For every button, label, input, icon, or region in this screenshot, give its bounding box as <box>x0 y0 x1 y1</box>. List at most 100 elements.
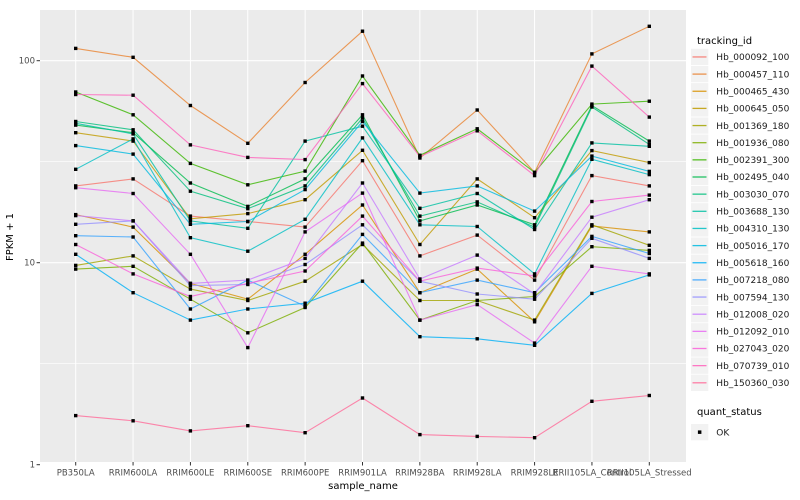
data-point <box>532 209 537 213</box>
quant-status-label: OK <box>716 428 730 438</box>
data-point <box>303 269 307 273</box>
data-point <box>475 434 479 439</box>
data-point <box>188 294 193 299</box>
data-point <box>74 92 78 97</box>
tracking-id-legend-title: tracking_id <box>697 36 752 47</box>
data-point <box>246 219 250 224</box>
data-point <box>418 191 422 195</box>
data-point <box>532 343 537 347</box>
data-point <box>303 256 307 261</box>
data-point <box>131 132 135 136</box>
data-point <box>303 262 307 267</box>
legend-label: Hb_150360_030 <box>716 379 789 389</box>
data-point <box>532 227 537 232</box>
data-point <box>475 129 479 133</box>
data-point <box>647 272 651 276</box>
data-point <box>74 46 78 51</box>
data-point <box>246 141 250 145</box>
data-point <box>475 191 479 196</box>
data-point <box>532 216 537 220</box>
data-point <box>188 307 193 311</box>
data-point <box>590 64 594 68</box>
data-point <box>360 124 365 128</box>
data-point <box>360 29 365 33</box>
data-point <box>475 233 479 237</box>
x-axis-title: sample_name <box>328 481 398 492</box>
legend-item-Hb_003688_130: Hb_003688_130 <box>691 203 790 220</box>
data-point <box>647 142 651 147</box>
data-point <box>188 222 193 226</box>
legend-item-Hb_001369_180: Hb_001369_180 <box>691 117 790 134</box>
data-point <box>131 55 135 59</box>
legend-item-Hb_150360_030: Hb_150360_030 <box>691 374 790 391</box>
quant-status-legend-title: quant_status <box>697 407 762 418</box>
data-point <box>647 160 651 165</box>
data-point <box>647 393 651 398</box>
y-tick-label: 10 <box>24 259 35 269</box>
data-point <box>590 399 594 403</box>
x-tick-labels: PB350LA RRIM600LA RRIM600LE RRIM600SE RRIM60… <box>57 469 692 479</box>
x-tick-label: RRIM600PE <box>281 469 329 479</box>
legend-item-Hb_012008_020: Hb_012008_020 <box>691 306 790 323</box>
data-point <box>188 283 193 288</box>
legend-item-Hb_000092_100: Hb_000092_100 <box>691 48 790 66</box>
data-point <box>418 318 422 322</box>
legend-item-Hb_007218_080: Hb_007218_080 <box>691 271 790 289</box>
data-point <box>475 200 479 204</box>
axis-ticks <box>36 60 650 466</box>
data-point <box>360 214 365 218</box>
data-point <box>647 248 651 253</box>
data-point <box>647 198 651 202</box>
y-axis-title: FPKM + 1 <box>5 213 16 261</box>
data-point <box>74 90 78 94</box>
data-point <box>303 169 307 173</box>
data-point <box>647 184 651 188</box>
legend-label: Hb_012008_020 <box>716 310 789 320</box>
data-point <box>418 219 422 223</box>
data-point <box>475 108 479 112</box>
data-point <box>131 264 135 268</box>
legend-label: Hb_001936_080 <box>716 139 789 149</box>
data-point <box>303 225 307 229</box>
data-point <box>360 136 365 140</box>
y-tick-label: 100 <box>19 57 35 67</box>
x-tick-label: RRIM600LA <box>109 469 158 479</box>
data-point <box>360 191 365 195</box>
x-tick-label: RRIM928LA <box>453 469 502 479</box>
data-point <box>188 236 193 240</box>
data-point <box>532 170 537 175</box>
legend-label: Hb_005016_170 <box>716 242 789 252</box>
data-point <box>131 291 135 295</box>
x-tick-label: RRIM928LE <box>511 469 559 479</box>
data-point <box>131 235 135 239</box>
y-tick-label: 1 <box>30 461 35 471</box>
tracking-id-legend: Hb_000092_100 Hb_000457_110 Hb_000465_430 H… <box>691 48 790 391</box>
data-point <box>647 144 651 148</box>
data-point <box>647 256 651 261</box>
legend-label: Hb_002391_300 <box>716 156 789 166</box>
data-point <box>360 148 365 152</box>
x-tick-label: PB350LA <box>57 469 95 479</box>
data-point <box>418 432 422 437</box>
data-point <box>418 279 422 283</box>
data-point <box>475 302 479 307</box>
data-point <box>303 230 307 234</box>
data-point <box>647 24 651 28</box>
data-point <box>303 217 307 221</box>
y-tick-labels: 1 10 100 <box>19 57 35 471</box>
data-point <box>246 307 250 311</box>
data-point <box>188 219 193 223</box>
legend-label: Hb_000465_430 <box>716 87 789 97</box>
data-point <box>590 52 594 56</box>
data-point <box>131 152 135 156</box>
data-point <box>418 277 422 281</box>
data-point <box>360 159 365 163</box>
data-point <box>647 230 651 234</box>
legend-label: Hb_007218_080 <box>716 276 789 286</box>
x-tick-label: RRIM928BA <box>395 469 445 479</box>
data-point <box>74 263 78 268</box>
data-point <box>532 225 537 229</box>
data-point <box>188 181 193 185</box>
legend-item-Hb_012092_010: Hb_012092_010 <box>691 323 790 340</box>
